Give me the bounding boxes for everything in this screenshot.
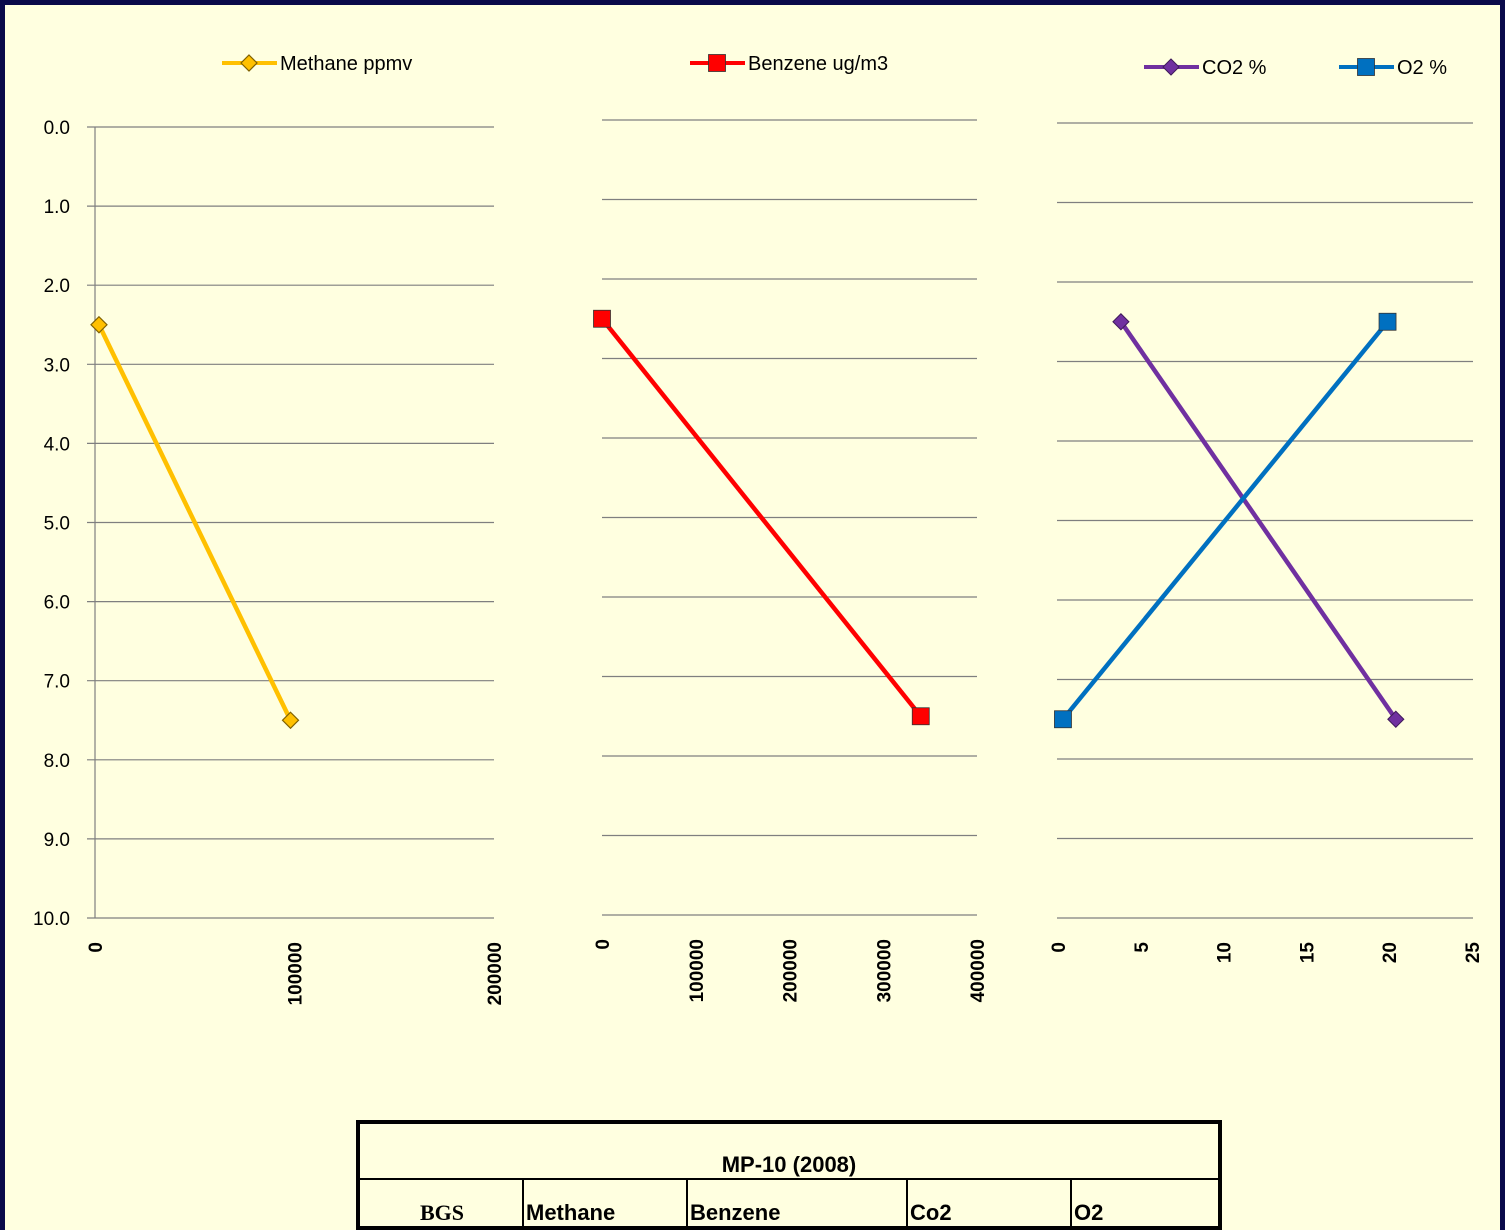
x-tick-label: 15 xyxy=(1297,942,1318,964)
data-point xyxy=(90,315,108,334)
y-tick-label: 2.0 xyxy=(44,276,70,297)
legend-label: CO2 % xyxy=(1202,57,1267,79)
legend-label: Methane ppmv xyxy=(280,53,412,75)
y-tick-label: 3.0 xyxy=(44,355,70,376)
series-line xyxy=(600,317,923,718)
legend-swatch-marker xyxy=(1162,58,1180,76)
data-point xyxy=(911,707,930,726)
data-point xyxy=(593,309,611,328)
series-line xyxy=(96,323,293,722)
table-header-row: BGS Methane Benzene Co2 O2 xyxy=(357,1178,1221,1229)
y-tick-label: 0.0 xyxy=(44,118,70,139)
column-header-benzene: Benzene xyxy=(686,1178,908,1229)
x-tick-label: 400000 xyxy=(968,939,989,1002)
column-header-co2: Co2 xyxy=(906,1178,1072,1229)
table-title-row: MP-10 (2008) xyxy=(357,1121,1221,1180)
series-line xyxy=(1119,320,1398,721)
x-tick-label: 100000 xyxy=(286,942,307,1005)
column-header-bgs: BGS xyxy=(357,1178,524,1229)
x-tick-label: 0 xyxy=(593,939,614,950)
x-tick-label: 10 xyxy=(1215,942,1236,963)
y-tick-label: 9.0 xyxy=(44,830,70,851)
legend-label: Benzene ug/m3 xyxy=(748,53,888,75)
x-tick-label: 200000 xyxy=(781,939,802,1002)
y-tick-label: 4.0 xyxy=(44,434,70,455)
data-point xyxy=(1378,312,1397,331)
data-point xyxy=(1054,710,1072,729)
y-tick-label: 10.0 xyxy=(33,909,70,930)
data-point xyxy=(281,711,300,730)
legend-swatch-marker xyxy=(708,54,726,72)
legend-swatch-marker xyxy=(1357,58,1375,76)
data-point xyxy=(1387,710,1405,728)
series-line xyxy=(1061,320,1390,721)
x-tick-label: 0 xyxy=(86,942,107,953)
x-tick-label: 300000 xyxy=(874,939,895,1002)
data-point xyxy=(1112,313,1130,331)
column-header-o2: O2 xyxy=(1070,1178,1221,1229)
y-tick-label: 1.0 xyxy=(44,197,70,218)
x-tick-label: 25 xyxy=(1463,942,1484,964)
x-tick-label: 5 xyxy=(1132,942,1153,953)
y-tick-label: 7.0 xyxy=(44,672,70,693)
y-tick-label: 6.0 xyxy=(44,593,70,614)
legend-swatch-marker xyxy=(240,54,258,72)
x-tick-label: 100000 xyxy=(687,939,708,1002)
x-tick-label: 20 xyxy=(1380,942,1401,963)
y-tick-label: 8.0 xyxy=(44,751,70,772)
y-tick-label: 5.0 xyxy=(44,514,70,535)
table-title: MP-10 (2008) xyxy=(357,1121,1221,1180)
column-header-methane: Methane xyxy=(522,1178,688,1229)
x-tick-label: 0 xyxy=(1049,942,1070,953)
data-table: MP-10 (2008) BGS Methane Benzene Co2 O2 xyxy=(356,1120,1222,1230)
legend-label: O2 % xyxy=(1397,57,1447,79)
x-tick-label: 200000 xyxy=(485,942,506,1005)
